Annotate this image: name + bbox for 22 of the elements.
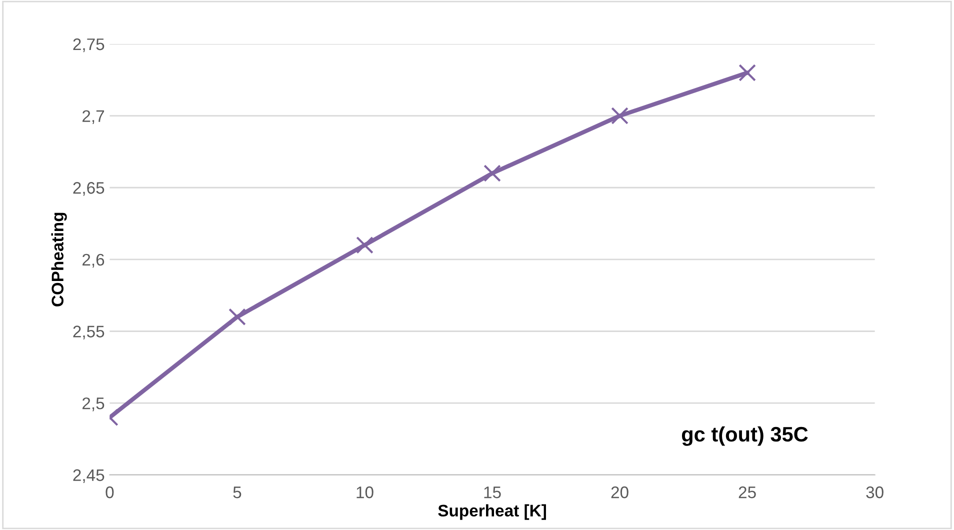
x-tick-label: 5: [233, 486, 242, 498]
point: [484, 164, 501, 182]
x-tick-label: 25: [738, 486, 756, 498]
y-tick-label: 2,75: [73, 38, 104, 52]
y-tick-label: 2,6: [82, 254, 104, 268]
point: [228, 308, 246, 326]
x-tick-label: 10: [356, 486, 374, 498]
y-tick-label: 2,7: [82, 110, 104, 124]
x-tick-label: 0: [106, 486, 114, 498]
y-tick-label: 2,55: [73, 326, 104, 340]
x-tick-label: 15: [484, 486, 501, 498]
annotation: gc t(out) 35C: [682, 426, 808, 446]
y-tick-label: 2,65: [73, 182, 104, 196]
x-tick-label: 30: [866, 486, 884, 498]
y-tick-label: 2,5: [82, 397, 104, 412]
y-tick-label: 2,45: [73, 469, 104, 484]
point: [356, 236, 374, 254]
y-axis-title: COPheating: [51, 212, 67, 306]
point: [738, 64, 756, 82]
x-tick-label: 20: [611, 486, 628, 498]
x-axis-title: Superheat [K]: [438, 504, 546, 520]
point: [611, 107, 628, 124]
